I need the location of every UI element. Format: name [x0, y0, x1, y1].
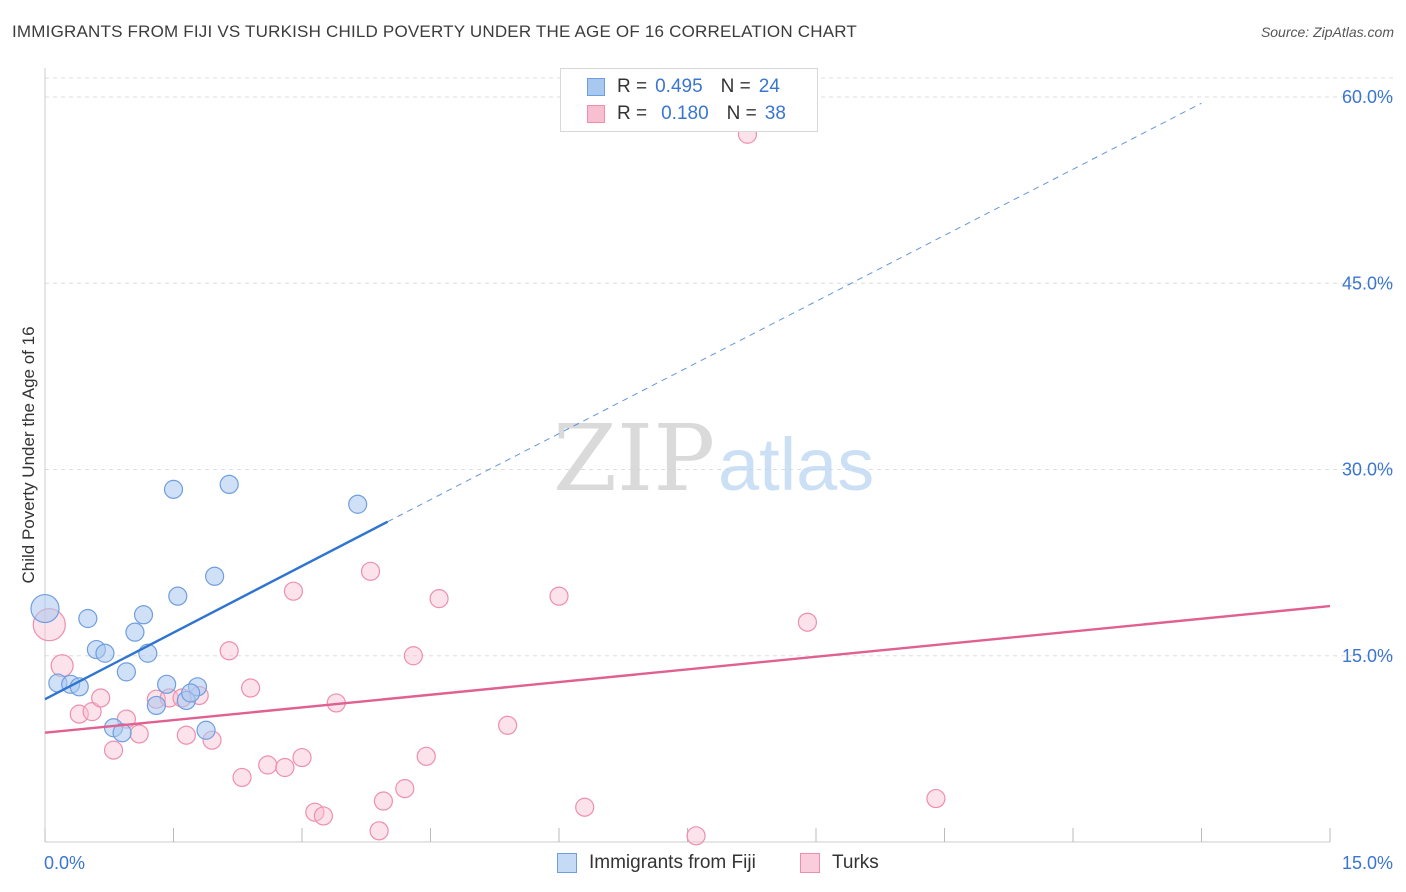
legend-item-fiji[interactable]: Immigrants from Fiji — [557, 852, 756, 874]
fiji-point — [95, 643, 115, 663]
legend-r-label: R = — [617, 103, 648, 124]
fiji-legend-swatch — [557, 853, 577, 873]
fiji-trend-line — [44, 520, 389, 701]
fiji-point — [125, 622, 145, 642]
tick-labels: 15.0% 30.0% 45.0% 60.0% 0.0% 15.0% — [44, 87, 1393, 873]
turks-point — [103, 740, 124, 760]
x-tick-label: 0.0% — [44, 853, 85, 873]
legend-n-value: 24 — [758, 76, 780, 97]
legend-r-value: 0.495 — [655, 76, 703, 97]
turks-point — [429, 589, 449, 609]
fiji-point — [157, 674, 177, 694]
source-label: Source: ZipAtlas.com — [1260, 24, 1394, 40]
fiji-point — [205, 566, 225, 586]
turks-legend-label: Turks — [832, 852, 879, 873]
turks-point — [313, 806, 334, 826]
turks-point — [292, 747, 312, 768]
fiji-swatch — [587, 78, 605, 96]
turks-point — [360, 561, 381, 581]
y-tick-label: 45.0% — [1342, 273, 1393, 293]
legend-n-label: N = — [720, 76, 751, 97]
watermark-zip: ZIP — [553, 405, 715, 512]
fiji-legend-label: Immigrants from Fiji — [589, 852, 756, 873]
fiji-point — [196, 720, 216, 740]
fiji-point — [163, 479, 184, 499]
y-tick-label: 30.0% — [1342, 460, 1393, 480]
turks-trend-line — [44, 604, 1331, 734]
legend-n-value: 38 — [764, 103, 786, 124]
turks-point — [219, 641, 239, 661]
turks-point — [403, 646, 423, 666]
turks-point — [498, 715, 518, 735]
fiji-point — [30, 593, 60, 624]
turks-swatch — [587, 105, 605, 123]
turks-point — [241, 678, 261, 698]
turks-point — [275, 757, 295, 778]
legend-n-label: N = — [726, 103, 757, 124]
turks-point — [176, 725, 196, 745]
y-tick-label: 60.0% — [1342, 87, 1393, 107]
turks-point — [258, 755, 278, 775]
y-axis-label: Child Poverty Under the Age of 16 — [19, 326, 38, 583]
legend-row-fiji: R = 0.495 N = 24 — [587, 74, 780, 100]
turks-point — [50, 654, 74, 678]
fiji-point — [116, 662, 136, 682]
turks-point — [232, 767, 252, 788]
grid-lines — [45, 77, 1395, 657]
chart-title: IMMIGRANTS FROM FIJI VS TURKISH CHILD PO… — [12, 22, 858, 41]
turks-point — [395, 779, 415, 799]
fiji-point — [348, 494, 368, 514]
turks-point — [926, 788, 946, 809]
turks-point — [549, 586, 569, 606]
x-tick-label: 15.0% — [1342, 853, 1393, 873]
legend-row-turks: R = 0.180 N = 38 — [587, 101, 786, 127]
turks-point — [575, 797, 595, 817]
watermark-atlas: atlas — [718, 423, 874, 506]
legend-r-value: 0.180 — [661, 103, 709, 124]
fiji-point — [168, 586, 188, 606]
fiji-point — [133, 605, 154, 625]
fiji-point — [146, 695, 166, 716]
fiji-point — [78, 608, 98, 629]
fiji-trend-extension — [387, 102, 1202, 523]
fiji-point — [219, 474, 239, 494]
turks-legend-swatch — [800, 853, 820, 873]
turks-point — [686, 826, 706, 846]
turks-point — [283, 581, 304, 601]
turks-point — [129, 724, 149, 744]
fiji-point — [112, 723, 132, 743]
correlation-legend: R = 0.495 N = 24 R = 0.180 N = 38 — [560, 68, 818, 132]
turks-point — [369, 821, 389, 841]
y-tick-label: 15.0% — [1342, 646, 1393, 666]
trend-lines — [44, 102, 1331, 734]
turks-point — [82, 702, 102, 722]
legend-r-label: R = — [617, 76, 648, 97]
turks-point — [416, 746, 436, 766]
legend-item-turks[interactable]: Turks — [800, 852, 879, 874]
series-legend: Immigrants from Fiji Turks — [0, 852, 1406, 878]
axes — [44, 68, 1331, 843]
turks-point — [91, 688, 111, 708]
turks-point — [797, 612, 818, 632]
fiji-point — [181, 683, 201, 703]
turks-point — [373, 791, 393, 811]
